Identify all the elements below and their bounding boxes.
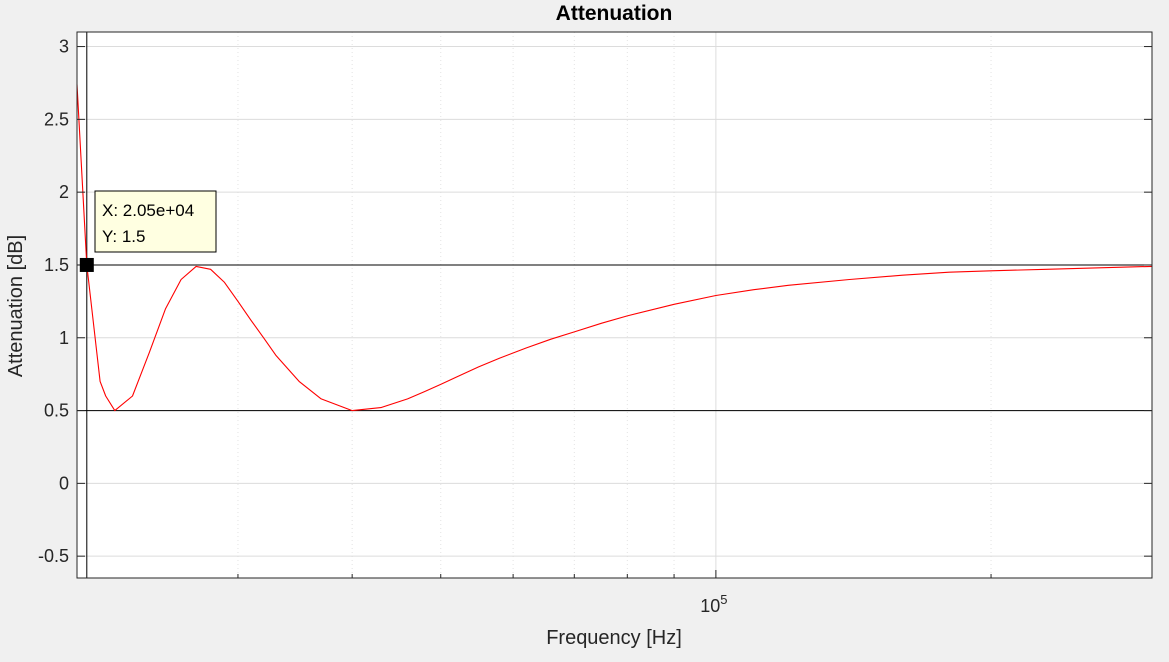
- y-tick-label: 0.5: [44, 401, 69, 421]
- chart-title: Attenuation: [556, 2, 673, 25]
- y-tick-label: 0: [59, 473, 69, 493]
- datatip-box: [94, 190, 217, 253]
- y-tick-label: -0.5: [38, 546, 69, 566]
- datatip-x-text: X: 2.05e+04: [102, 201, 194, 220]
- x-tick-label: 105: [700, 592, 727, 616]
- y-tick-label: 1.5: [44, 255, 69, 275]
- y-tick-label: 3: [59, 37, 69, 57]
- y-tick-label: 2: [59, 182, 69, 202]
- plot-frame: [76, 31, 1153, 579]
- plot-area[interactable]: [77, 32, 1152, 578]
- tick-labels: -0.5 0 0.5 1 1.5 2 2.5 3 105: [38, 37, 1152, 616]
- datatip[interactable]: X: 2.05e+04 Y: 1.5: [79, 190, 217, 272]
- y-tick-label: 1: [59, 328, 69, 348]
- attenuation-series-line: [76, 84, 1153, 412]
- x-axis-label: Frequency [Hz]: [546, 627, 682, 649]
- datatip-y-text: Y: 1.5: [102, 227, 145, 246]
- reference-lines: [77, 32, 1152, 578]
- attenuation-curve: [76, 84, 1153, 412]
- y-axis-label: Attenuation [dB]: [5, 235, 27, 377]
- datatip-marker[interactable]: [79, 257, 94, 272]
- y-tick-label: 2.5: [44, 109, 69, 129]
